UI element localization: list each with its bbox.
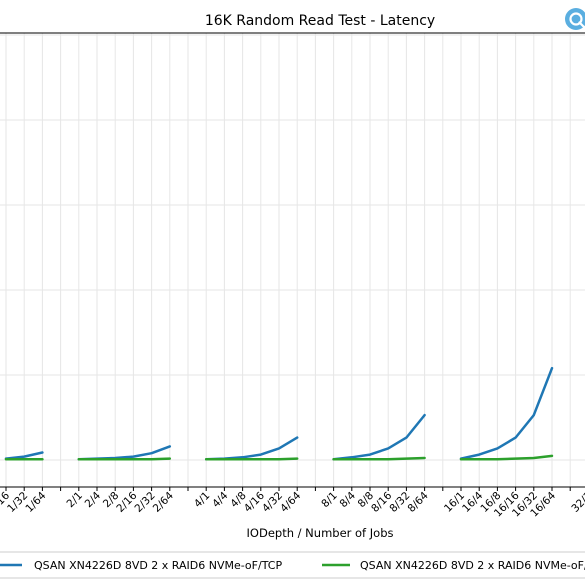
x-tick-label: 2/64 [151,489,176,514]
legend-frame [0,551,585,579]
site-logo-icon [565,8,585,30]
x-axis-ticks: 1/161/321/64 2/12/42/82/162/322/64 4/14/44… [0,487,585,520]
series-line-1 [4,451,44,460]
x-tick-label: 8/64 [406,489,431,514]
series-line-2 [459,454,554,461]
x-tick-label: 8/4 [337,489,358,510]
x-tick-label: 1/64 [23,489,48,514]
legend: QSAN XN4226D 8VD 2 x RAID6 NVMe-oF/TCP Q… [0,551,585,579]
series-line-2 [204,457,299,461]
x-tick-label: 4/4 [210,489,231,510]
x-tick-label: 8/1 [319,490,339,510]
plot-frame [0,32,585,488]
x-tick-label: 32/1 [569,490,585,515]
series-line-2 [332,456,426,461]
grid [0,33,585,487]
x-tick-label: 4/1 [192,490,212,510]
x-tick-label: 2/4 [83,489,104,510]
x-tick-label: 4/64 [278,489,303,514]
series-lines [4,366,554,461]
x-axis-title: IODepth / Number of Jobs [247,526,394,540]
series-line-2 [77,457,172,461]
chart-title: 16K Random Read Test - Latency [205,13,435,29]
series-line-1 [204,436,299,461]
series-line-1 [459,366,554,460]
series-line-1 [332,413,426,461]
legend-label-tcp: QSAN XN4226D 8VD 2 x RAID6 NVMe-oF/TCP [34,559,282,572]
x-tick-label: 2/1 [64,490,84,510]
series-line-1 [77,445,172,461]
legend-label-rdma: QSAN XN4226D 8VD 2 x RAID6 NVMe-oF/RDMA [360,559,585,572]
